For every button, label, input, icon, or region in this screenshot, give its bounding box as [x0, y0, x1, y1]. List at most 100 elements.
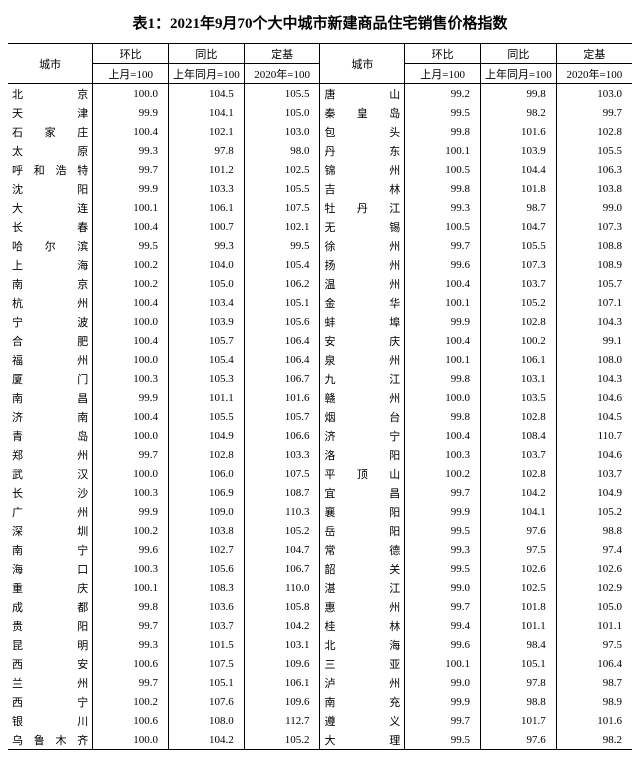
yoy-value: 101.2: [169, 160, 245, 179]
base-value: 109.6: [244, 692, 320, 711]
mom-value: 100.0: [93, 426, 169, 445]
base-value: 105.5: [244, 179, 320, 198]
city-name: 广 州: [8, 502, 93, 521]
city-name: 韶 关: [320, 559, 405, 578]
city-name: 秦 皇 岛: [320, 103, 405, 122]
base-value: 106.4: [556, 654, 632, 673]
base-value: 106.3: [556, 160, 632, 179]
table-row: 大 连100.1106.1107.5牡 丹 江99.398.799.0: [8, 198, 632, 217]
yoy-value: 104.2: [481, 483, 557, 502]
mom-value: 100.2: [93, 521, 169, 540]
mom-value: 99.7: [93, 673, 169, 692]
base-value: 107.5: [244, 198, 320, 217]
yoy-value: 105.0: [169, 274, 245, 293]
city-name: 南 昌: [8, 388, 93, 407]
yoy-value: 108.0: [169, 711, 245, 730]
base-value: 104.9: [556, 483, 632, 502]
city-name: 岳 阳: [320, 521, 405, 540]
base-value: 105.1: [244, 293, 320, 312]
table-row: 武 汉100.0106.0107.5平 顶 山100.2102.8103.7: [8, 464, 632, 483]
city-name: 郑 州: [8, 445, 93, 464]
city-name: 包 头: [320, 122, 405, 141]
yoy-value: 106.1: [169, 198, 245, 217]
header-yoy-left: 同比: [169, 44, 245, 64]
header-base-right: 定基: [556, 44, 632, 64]
mom-value: 99.7: [405, 483, 481, 502]
base-value: 102.1: [244, 217, 320, 236]
base-value: 112.7: [244, 711, 320, 730]
mom-value: 99.8: [405, 122, 481, 141]
mom-value: 99.7: [93, 616, 169, 635]
yoy-value: 104.0: [169, 255, 245, 274]
table-row: 西 宁100.2107.6109.6南 充99.998.898.9: [8, 692, 632, 711]
yoy-value: 102.8: [481, 312, 557, 331]
mom-value: 100.0: [405, 388, 481, 407]
yoy-value: 98.2: [481, 103, 557, 122]
city-name: 长 春: [8, 217, 93, 236]
mom-value: 100.4: [93, 122, 169, 141]
mom-value: 100.3: [405, 445, 481, 464]
table-row: 深 圳100.2103.8105.2岳 阳99.597.698.8: [8, 521, 632, 540]
mom-value: 99.5: [405, 103, 481, 122]
table-row: 长 春100.4100.7102.1无 锡100.5104.7107.3: [8, 217, 632, 236]
header-mom-sub-left: 上月=100: [93, 64, 169, 84]
table-title: 表1：2021年9月70个大中城市新建商品住宅销售价格指数: [8, 12, 632, 33]
yoy-value: 98.4: [481, 635, 557, 654]
mom-value: 99.6: [405, 255, 481, 274]
city-name: 杭 州: [8, 293, 93, 312]
mom-value: 100.0: [93, 84, 169, 104]
mom-value: 99.5: [405, 559, 481, 578]
city-name: 银 川: [8, 711, 93, 730]
base-value: 101.6: [244, 388, 320, 407]
mom-value: 100.1: [93, 198, 169, 217]
yoy-value: 102.7: [169, 540, 245, 559]
mom-value: 100.2: [93, 255, 169, 274]
city-name: 遵 义: [320, 711, 405, 730]
city-name: 无 锡: [320, 217, 405, 236]
mom-value: 100.6: [93, 711, 169, 730]
yoy-value: 102.1: [169, 122, 245, 141]
yoy-value: 103.7: [481, 274, 557, 293]
base-value: 103.1: [244, 635, 320, 654]
mom-value: 100.4: [93, 293, 169, 312]
mom-value: 100.5: [405, 217, 481, 236]
base-value: 97.5: [556, 635, 632, 654]
mom-value: 99.8: [405, 407, 481, 426]
mom-value: 99.9: [93, 179, 169, 198]
header-mom-right: 环比: [405, 44, 481, 64]
yoy-value: 102.8: [169, 445, 245, 464]
mom-value: 100.1: [405, 141, 481, 160]
yoy-value: 103.7: [169, 616, 245, 635]
city-name: 牡 丹 江: [320, 198, 405, 217]
base-value: 107.5: [244, 464, 320, 483]
yoy-value: 101.8: [481, 597, 557, 616]
city-name: 成 都: [8, 597, 93, 616]
yoy-value: 107.6: [169, 692, 245, 711]
yoy-value: 101.8: [481, 179, 557, 198]
city-name: 合 肥: [8, 331, 93, 350]
mom-value: 99.6: [93, 540, 169, 559]
base-value: 103.8: [556, 179, 632, 198]
table-row: 银 川100.6108.0112.7遵 义99.7101.7101.6: [8, 711, 632, 730]
mom-value: 100.1: [405, 350, 481, 369]
base-value: 105.7: [244, 407, 320, 426]
header-city-left: 城市: [8, 44, 93, 84]
table-row: 福 州100.0105.4106.4泉 州100.1106.1108.0: [8, 350, 632, 369]
base-value: 105.5: [244, 84, 320, 104]
base-value: 106.2: [244, 274, 320, 293]
city-name: 南 京: [8, 274, 93, 293]
yoy-value: 103.4: [169, 293, 245, 312]
city-name: 厦 门: [8, 369, 93, 388]
city-name: 烟 台: [320, 407, 405, 426]
table-row: 青 岛100.0104.9106.6济 宁100.4108.4110.7: [8, 426, 632, 445]
city-name: 西 安: [8, 654, 93, 673]
yoy-value: 100.2: [481, 331, 557, 350]
base-value: 98.9: [556, 692, 632, 711]
mom-value: 100.0: [93, 464, 169, 483]
mom-value: 99.9: [93, 502, 169, 521]
yoy-value: 99.3: [169, 236, 245, 255]
table-row: 沈 阳99.9103.3105.5吉 林99.8101.8103.8: [8, 179, 632, 198]
base-value: 105.5: [556, 141, 632, 160]
mom-value: 100.0: [93, 350, 169, 369]
base-value: 99.7: [556, 103, 632, 122]
